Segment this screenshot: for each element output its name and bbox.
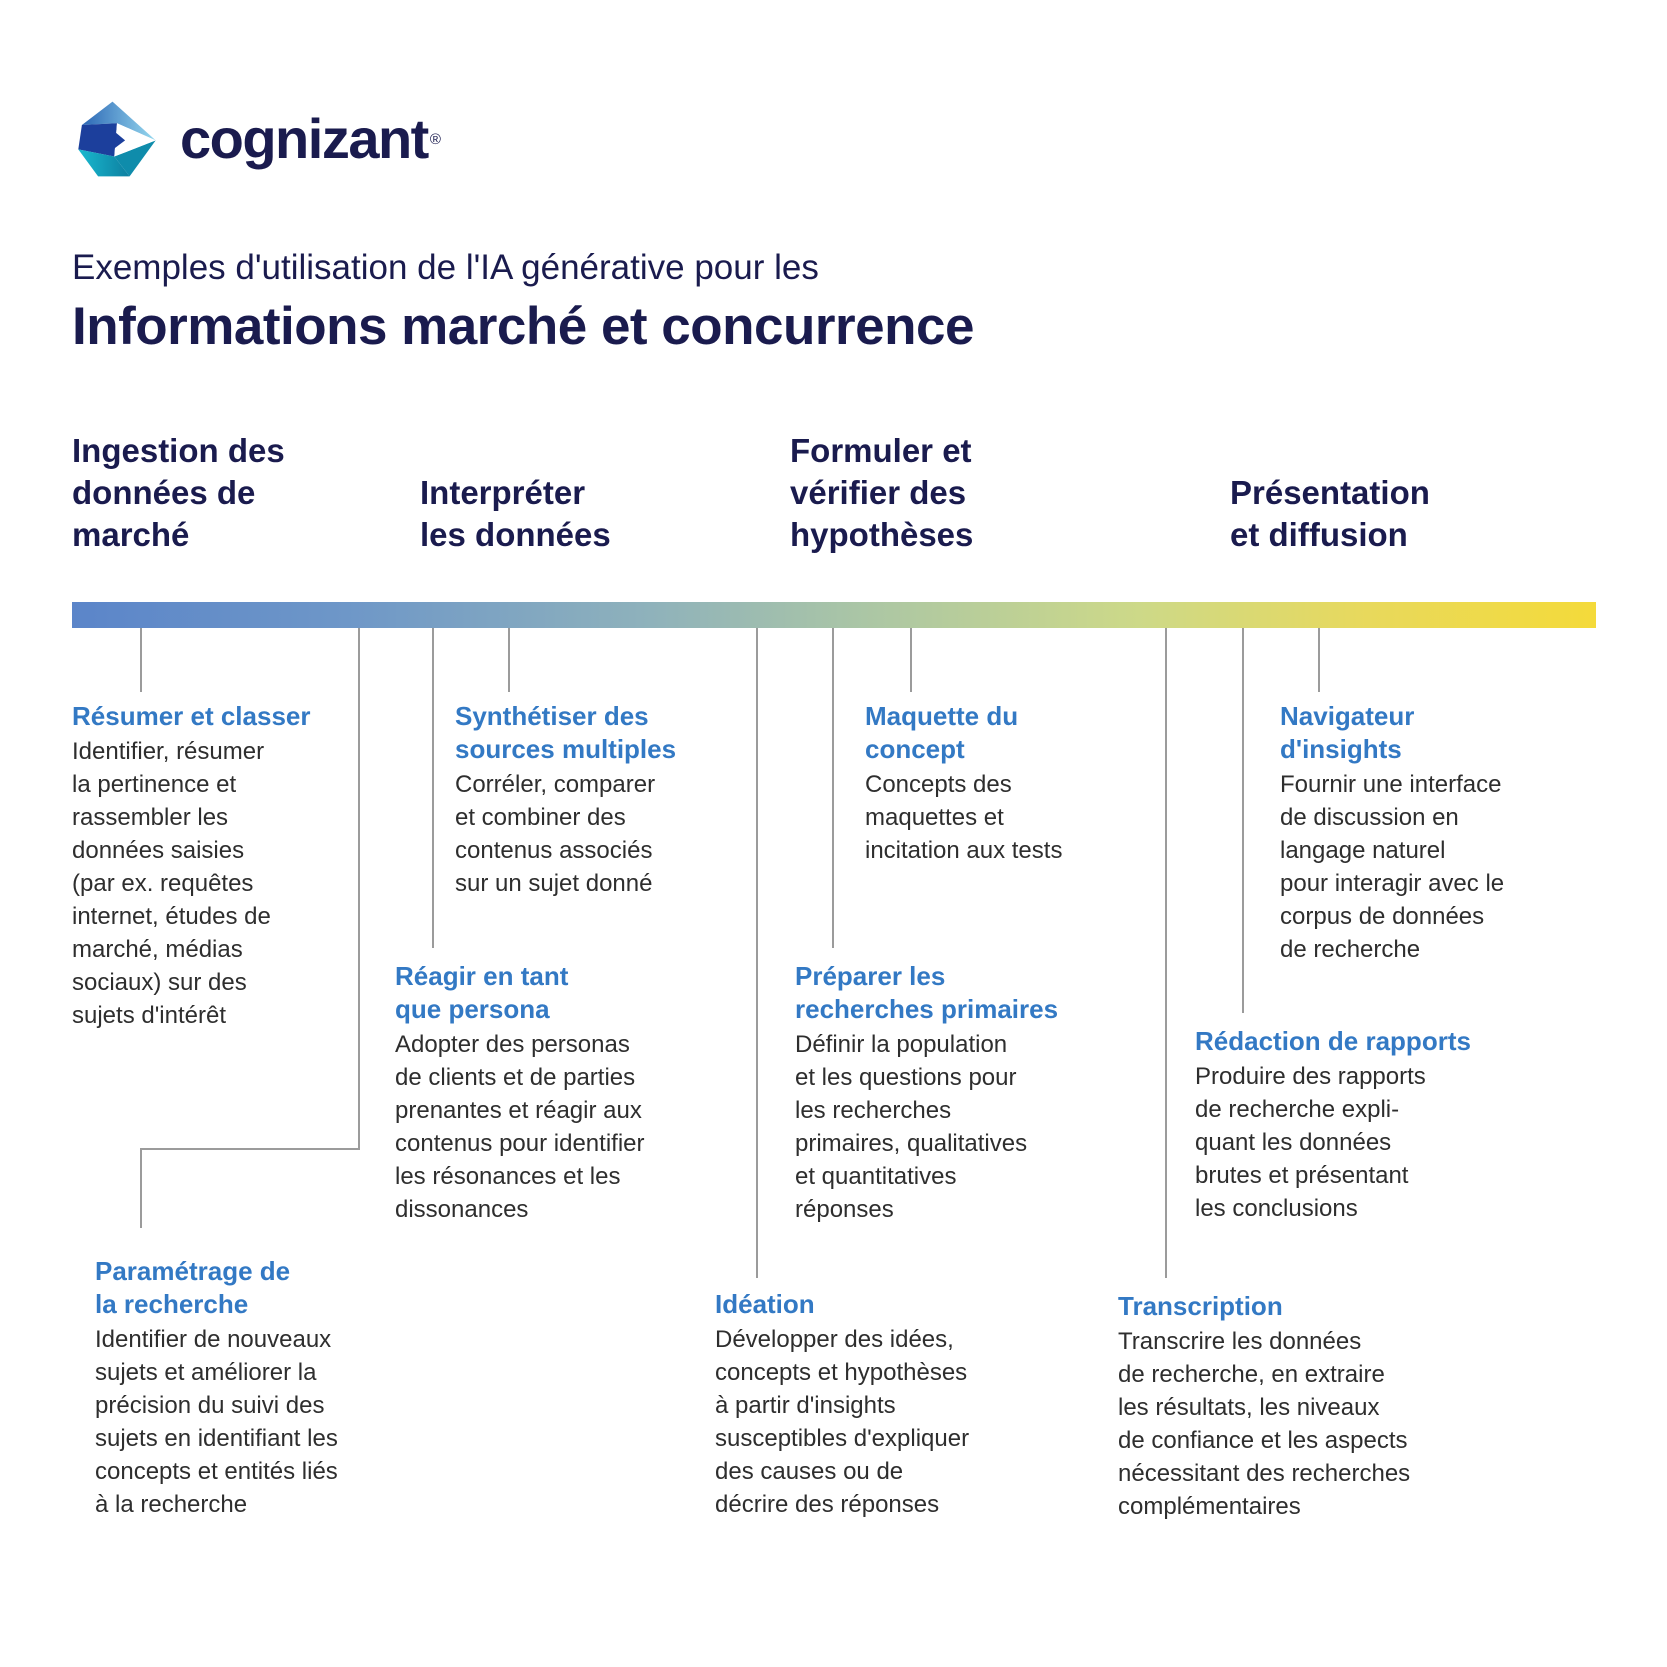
- cognizant-wordmark: cognizant: [180, 107, 429, 170]
- block-body: Adopter des personas de clients et de pa…: [395, 1031, 645, 1223]
- block-body: Identifier, résumer la pertinence et ras…: [72, 738, 271, 1029]
- block-body: Développer des idées, concepts et hypoth…: [715, 1326, 970, 1518]
- block-resumer: Résumer et classer Identifier, résumer l…: [72, 700, 332, 1032]
- connector-line-preparer: [832, 628, 834, 948]
- block-synthetiser: Synthétiser des sources multiples Corrél…: [455, 700, 735, 900]
- block-preparer: Préparer les recherches primaires Défini…: [795, 960, 1105, 1226]
- block-reagir: Réagir en tant que persona Adopter des p…: [395, 960, 715, 1226]
- connector-line-parametrage-tail: [140, 1148, 142, 1228]
- block-body: Fournir une interface de discussion en l…: [1280, 771, 1505, 963]
- cognizant-logo: cognizant ®: [72, 96, 441, 182]
- block-heading: Résumer et classer: [72, 701, 311, 731]
- title-eyebrow: Exemples d'utilisation de l'IA générativ…: [72, 248, 819, 287]
- connector-line-parametrage-elbow: [140, 1148, 360, 1150]
- connector-line-ideation: [756, 628, 758, 1278]
- block-heading: Navigateur d'insights: [1280, 701, 1415, 764]
- column-header-interpreter: Interpréter les données: [420, 474, 611, 553]
- block-transcription: Transcription Transcrire les données de …: [1118, 1290, 1478, 1523]
- column-header-presentation: Présentation et diffusion: [1230, 474, 1430, 553]
- block-heading: Paramétrage de la recherche: [95, 1256, 291, 1319]
- block-ideation: Idéation Développer des idées, concepts …: [715, 1288, 1035, 1521]
- block-body: Identifier de nouveaux sujets et amélior…: [95, 1326, 338, 1518]
- block-redaction: Rédaction de rapports Produire des rappo…: [1195, 1025, 1515, 1225]
- block-body: Corréler, comparer et combiner des conte…: [455, 771, 656, 897]
- connector-line-reagir: [432, 628, 434, 948]
- block-heading: Réagir en tant que persona: [395, 961, 569, 1024]
- column-header-ingestion: Ingestion des données de marché: [72, 432, 285, 553]
- block-body: Définir la population et les questions p…: [795, 1031, 1028, 1223]
- block-heading: Transcription: [1118, 1291, 1283, 1321]
- connector-line-transcription: [1165, 628, 1167, 1278]
- block-heading: Préparer les recherches primaires: [795, 961, 1059, 1024]
- registered-trademark: ®: [429, 130, 441, 148]
- block-maquette: Maquette du concept Concepts des maquett…: [865, 700, 1145, 867]
- connector-line-parametrage-drop: [358, 628, 360, 1150]
- block-parametrage: Paramétrage de la recherche Identifier d…: [95, 1255, 415, 1521]
- connector-line-navigateur: [1318, 628, 1320, 692]
- column-header-formuler: Formuler et vérifier des hypothèses: [790, 432, 974, 553]
- connector-line-resumer: [140, 628, 142, 692]
- block-heading: Idéation: [715, 1289, 815, 1319]
- block-body: Produire des rapports de recherche expli…: [1195, 1063, 1426, 1222]
- block-heading: Maquette du concept: [865, 701, 1019, 764]
- block-navigateur: Navigateur d'insights Fournir une interf…: [1280, 700, 1580, 966]
- page-title: Informations marché et concurrence: [72, 297, 974, 356]
- block-body: Transcrire les données de recherche, en …: [1118, 1328, 1411, 1520]
- connector-line-synthetiser: [508, 628, 510, 692]
- connector-line-redaction: [1242, 628, 1244, 1013]
- block-body: Concepts des maquettes et incitation aux…: [865, 771, 1063, 864]
- timeline-gradient-bar: [72, 602, 1596, 628]
- cognizant-logo-icon: [78, 101, 156, 177]
- block-heading: Rédaction de rapports: [1195, 1026, 1471, 1056]
- block-heading: Synthétiser des sources multiples: [455, 701, 677, 764]
- connector-line-maquette: [910, 628, 912, 692]
